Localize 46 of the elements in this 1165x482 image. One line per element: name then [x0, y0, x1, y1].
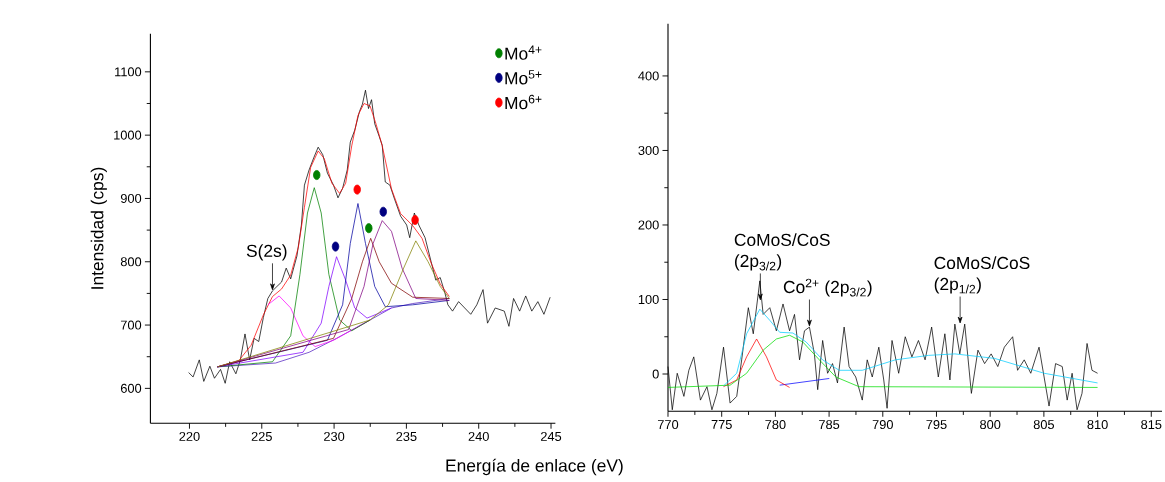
y-tick-label: 700 [120, 320, 142, 330]
x-tick-label: 805 [1033, 419, 1055, 430]
point [411, 214, 419, 225]
x-tick-label: 785 [819, 419, 840, 430]
point [331, 241, 340, 252]
x-tick-label: 225 [251, 431, 272, 441]
annotation: Co$^{2+}$ (2p$_{3/2}$) [783, 278, 872, 297]
x-tick-label: 795 [926, 419, 947, 430]
legend-label: Mo$^{5+}$ [505, 70, 542, 85]
x-tick-label: 810 [1087, 419, 1108, 430]
legend-label: Mo$^{6+}$ [505, 94, 542, 110]
y-axis-title: Intensidad (cps) [90, 167, 107, 289]
x-tick-label: 790 [872, 419, 893, 430]
x-tick-label: 220 [179, 431, 200, 441]
x-tick-label: 245 [540, 431, 562, 441]
x-tick-label: 815 [1141, 419, 1162, 430]
y-tick-label: 200 [638, 220, 659, 230]
x-tick-label: 775 [711, 419, 732, 429]
y-tick-label: 600 [120, 383, 142, 393]
line-series [188, 89, 551, 384]
y-tick-label: 800 [120, 257, 142, 267]
y-tick-label: 400 [638, 71, 659, 81]
line-series [723, 338, 790, 388]
x-tick-label: 235 [396, 431, 417, 441]
point [379, 206, 387, 217]
point [313, 170, 321, 180]
line-series [667, 334, 1098, 388]
y-tick-label: 1000 [114, 130, 142, 140]
y-tick-label: 1100 [115, 67, 142, 77]
x-tick-label: 230 [324, 431, 345, 441]
x-axis-title: Energía de enlace (eV) [446, 458, 623, 476]
x-tick-label: 800 [980, 419, 1001, 430]
x-tick-label: 770 [657, 419, 679, 430]
legend-label: Mo$^{4+}$ [505, 45, 542, 60]
x-tick-label: 240 [468, 431, 489, 441]
line-series [723, 308, 1098, 387]
y-tick-label: 300 [638, 145, 659, 155]
annotation: CoMoS/CoS (2p$_{1/2}$) [934, 256, 1030, 294]
x-tick-label: 780 [765, 419, 786, 430]
y-tick-label: 100 [638, 294, 659, 304]
annotation: S(2s) [246, 244, 287, 261]
y-tick-label: 0 [652, 369, 659, 379]
point [365, 223, 373, 234]
y-tick-label: 900 [120, 193, 142, 203]
annotation: CoMoS/CoS (2p$_{3/2}$) [734, 233, 830, 271]
point [353, 184, 361, 195]
